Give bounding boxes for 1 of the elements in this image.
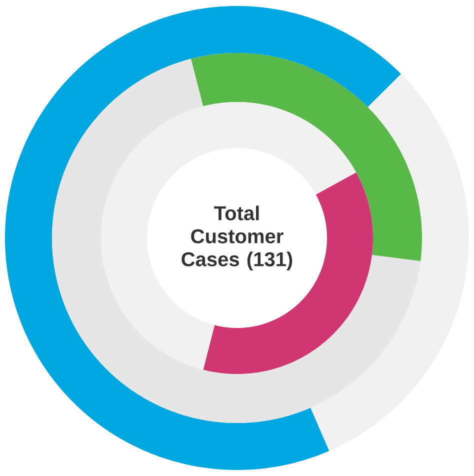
text: Total Customer Cases (131) [182,206,292,270]
